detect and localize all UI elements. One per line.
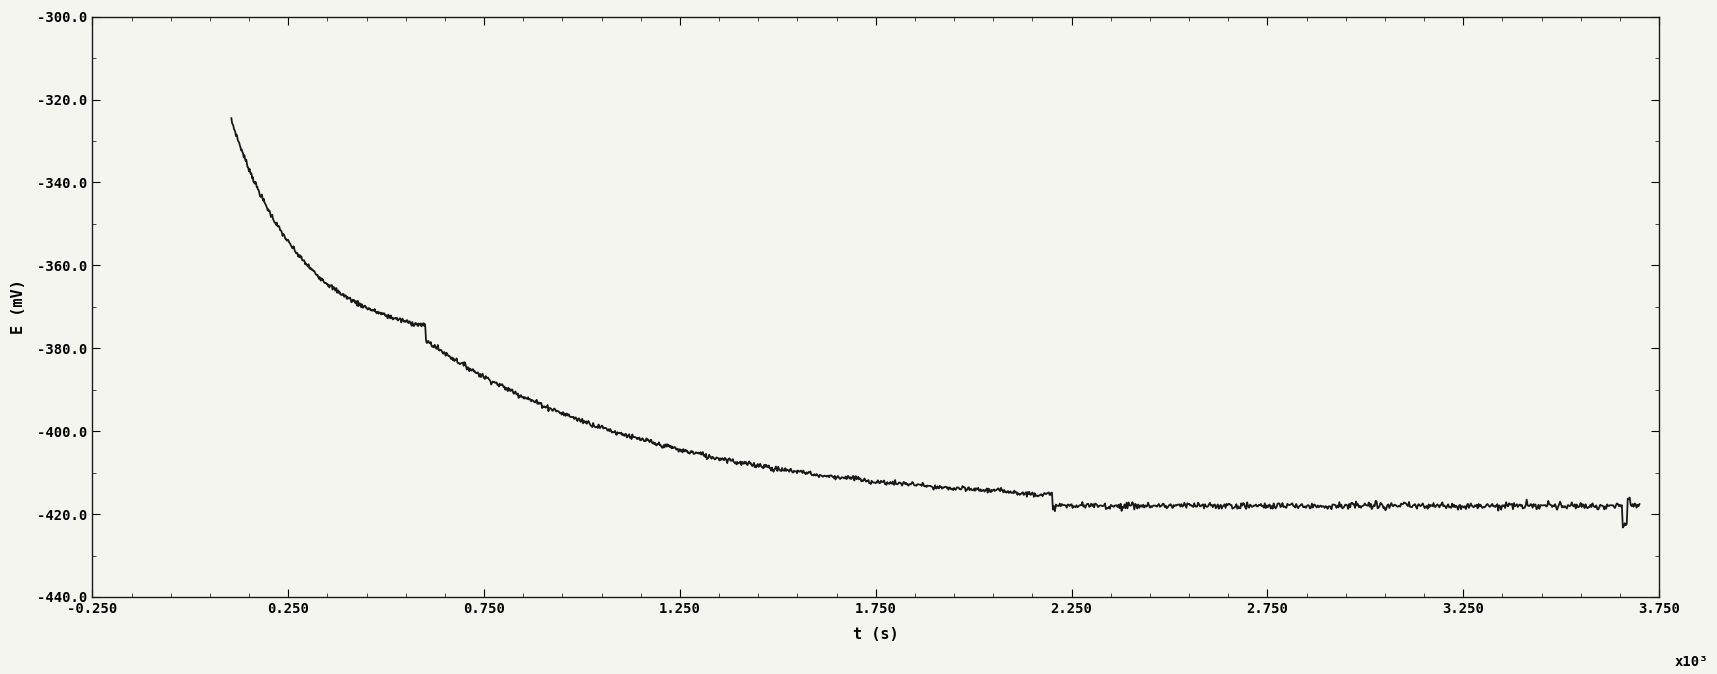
Text: x10³: x10³ [1674, 655, 1708, 669]
Y-axis label: E (mV): E (mV) [10, 280, 26, 334]
X-axis label: t (s): t (s) [853, 627, 898, 642]
